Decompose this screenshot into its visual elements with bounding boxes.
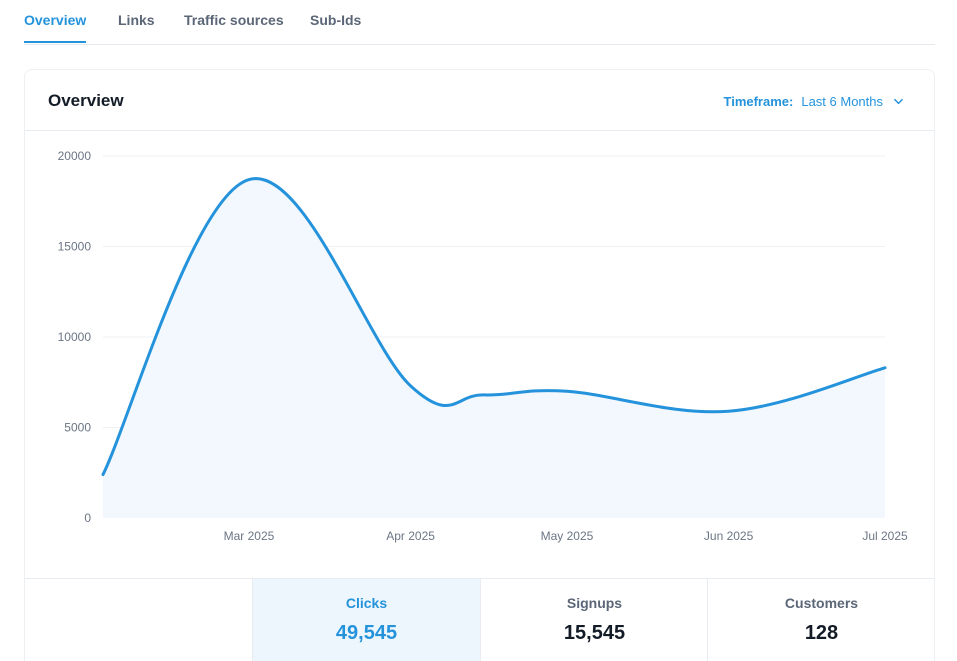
clicks-chart: 0 5000 10000 15000 20000 Mar 2025 Apr 2025 May…	[25, 131, 934, 578]
chart-svg: 0 5000 10000 15000 20000 Mar 2025 Apr 2025 May…	[58, 149, 908, 543]
y-tick-label: 15000	[58, 240, 92, 254]
series-area	[103, 178, 885, 518]
chevron-down-icon	[894, 98, 903, 105]
x-tick-label: Jun 2025	[704, 529, 754, 543]
x-tick-label: Apr 2025	[386, 529, 435, 543]
tab-overview[interactable]: Overview	[24, 12, 87, 43]
timeframe-dropdown[interactable]: Timeframe: Last 6 Months	[724, 94, 905, 109]
x-tick-label: Jul 2025	[862, 529, 908, 543]
tab-bar: Overview Links Traffic sources Sub-Ids	[24, 0, 935, 45]
stat-label: Signups	[566, 595, 623, 611]
y-tick-label: 10000	[58, 330, 92, 344]
timeframe-label: Timeframe:	[723, 94, 794, 109]
stat-label: Clicks	[345, 595, 388, 611]
tab-links[interactable]: Links	[118, 12, 155, 28]
y-tick-label: 5000	[64, 421, 91, 435]
stats-row: Clicks 49,545 Signups 15,545 Customers 1…	[25, 578, 934, 661]
stat-label: Customers	[784, 595, 859, 611]
x-tick-label: May 2025	[541, 529, 594, 543]
overview-card: Overview Timeframe: Last 6 Months 0 5000 1…	[24, 69, 935, 661]
y-tick-label: 20000	[58, 149, 92, 163]
series-line	[101, 177, 887, 477]
card-title: Overview	[48, 91, 124, 110]
stat-value: 49,545	[335, 622, 398, 644]
x-tick-label: Mar 2025	[224, 529, 275, 543]
tab-sub-ids[interactable]: Sub-Ids	[310, 12, 362, 28]
timeframe-value: Last 6 Months	[801, 94, 883, 109]
stat-clicks[interactable]: Clicks 49,545	[252, 579, 480, 661]
tab-traffic-sources[interactable]: Traffic sources	[184, 12, 284, 28]
y-tick-label: 0	[84, 511, 91, 525]
stat-customers[interactable]: Customers 128	[707, 579, 934, 661]
stat-value: 128	[804, 622, 839, 644]
card-header: Overview Timeframe: Last 6 Months	[25, 70, 934, 131]
stat-signups[interactable]: Signups 15,545	[480, 579, 708, 661]
stat-value: 15,545	[563, 622, 626, 644]
